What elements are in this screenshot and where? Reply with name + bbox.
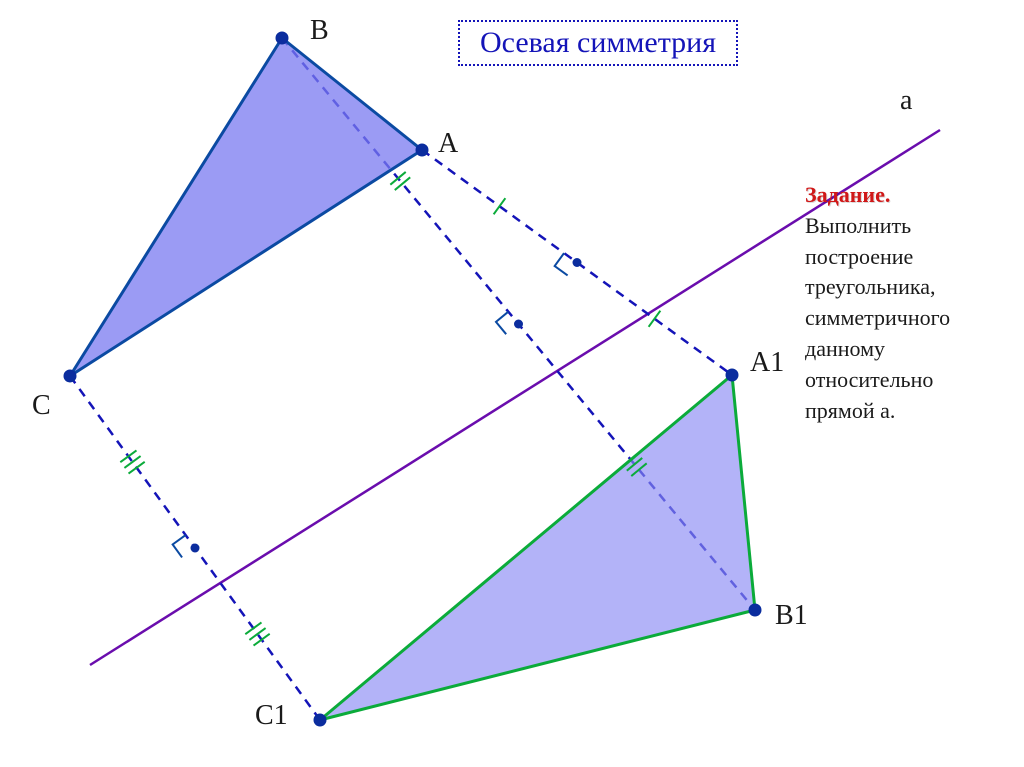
task-block: Задание. Выполнить построение треугольни… (805, 180, 1005, 426)
point-A (416, 144, 428, 156)
right-angle-marker (496, 312, 508, 335)
point-B1 (749, 604, 761, 616)
midpoint-dot (191, 544, 200, 553)
label-B: В (310, 15, 329, 47)
midpoint-dot (573, 258, 582, 267)
triangle-A1B1C1 (320, 375, 755, 720)
midpoint-dot (514, 320, 523, 329)
right-angle-marker (555, 253, 568, 275)
task-body: Выполнить построение треугольника, симме… (805, 213, 950, 423)
point-A1 (726, 369, 738, 381)
point-C (64, 370, 76, 382)
label-B1: В1 (775, 600, 808, 632)
tick (494, 198, 506, 214)
triangle-ABC (70, 38, 422, 376)
right-angle-marker (173, 535, 186, 557)
label-C1: С1 (255, 700, 288, 732)
label-A1: А1 (750, 347, 784, 379)
task-heading: Задание. (805, 182, 890, 207)
label-C: С (32, 390, 51, 422)
axis-label: а (900, 85, 912, 117)
title-box: Осевая симметрия (458, 20, 738, 66)
point-C1 (314, 714, 326, 726)
point-B (276, 32, 288, 44)
label-A: А (438, 128, 458, 160)
